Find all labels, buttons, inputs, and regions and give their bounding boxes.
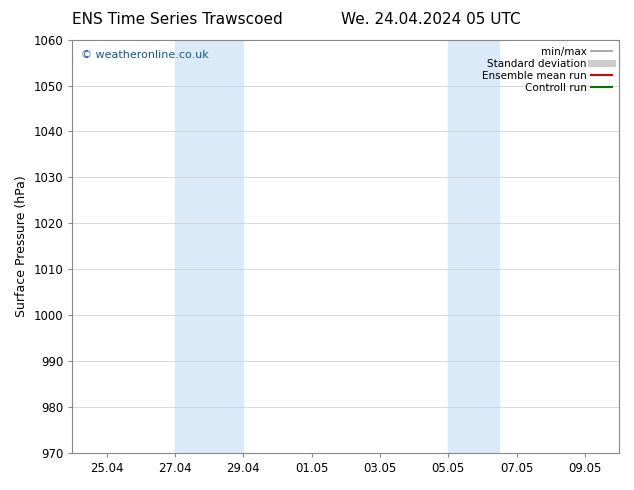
Bar [448,40,500,453]
Bar [175,40,243,453]
Text: © weatheronline.co.uk: © weatheronline.co.uk [81,50,209,60]
Y-axis label: Surface Pressure (hPa): Surface Pressure (hPa) [15,175,28,317]
Text: ENS Time Series Trawscoed: ENS Time Series Trawscoed [72,12,283,27]
Legend: min/max, Standard deviation, Ensemble mean run, Controll run: min/max, Standard deviation, Ensemble me… [480,45,614,95]
Text: We. 24.04.2024 05 UTC: We. 24.04.2024 05 UTC [341,12,521,27]
